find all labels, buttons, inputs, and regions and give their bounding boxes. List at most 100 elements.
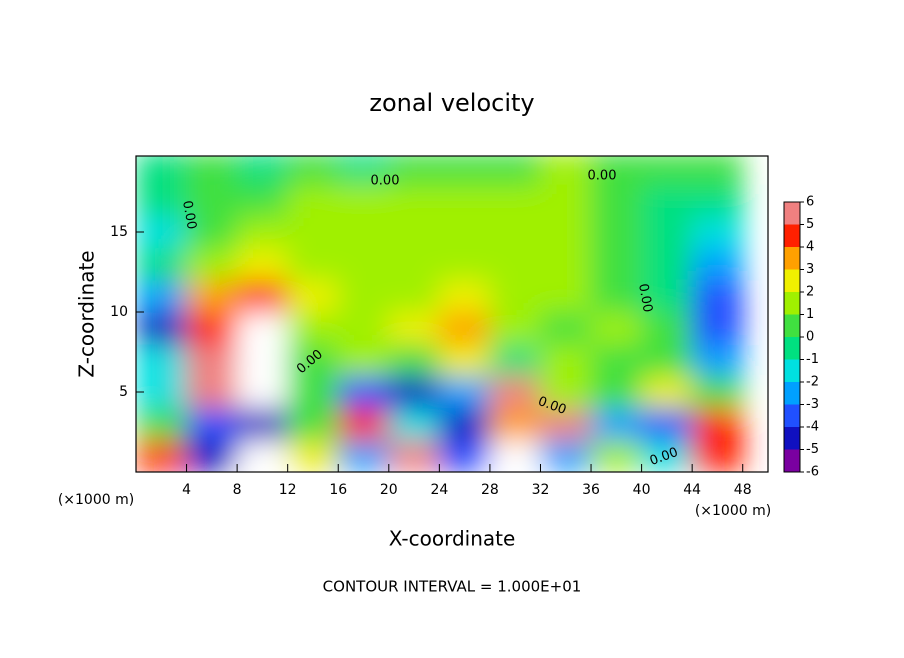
colorbar-swatch (784, 269, 800, 292)
colorbar-swatch (784, 202, 800, 225)
cell (691, 156, 744, 185)
y-tick-label: 10 (110, 304, 128, 320)
colorbar-label: 6 (806, 195, 814, 210)
contour-label: 0.00 (635, 282, 655, 313)
cell (287, 375, 339, 409)
cell (641, 183, 693, 217)
cell (641, 156, 693, 185)
cell (236, 279, 289, 313)
colorbar-label: -2 (806, 375, 819, 390)
cell (236, 183, 289, 217)
cell (691, 439, 744, 472)
cell (539, 279, 592, 313)
contour-label: 0.00 (179, 199, 199, 230)
cell (186, 439, 238, 472)
cell (236, 311, 289, 345)
cell (438, 375, 491, 409)
cell (590, 279, 643, 313)
cell (489, 311, 541, 345)
colorbar-swatch (784, 247, 800, 270)
x-unit-label: (×1000 m) (695, 503, 771, 519)
colorbar-swatch (784, 292, 800, 315)
cell (539, 156, 592, 185)
cell (489, 183, 541, 217)
colorbar-label: -3 (806, 397, 819, 412)
cell (590, 407, 643, 441)
cell (539, 311, 592, 345)
cell (489, 247, 541, 281)
cell (641, 279, 693, 313)
cell (337, 215, 390, 249)
x-tick-label: 4 (182, 482, 191, 498)
cell (236, 375, 289, 409)
cell (136, 311, 188, 345)
cell (337, 439, 390, 472)
cell (438, 156, 491, 185)
cell (489, 343, 541, 377)
cell (236, 439, 289, 472)
cell (136, 247, 188, 281)
cell (641, 439, 693, 472)
cell (489, 156, 541, 185)
cell (641, 311, 693, 345)
colorbar-swatch (784, 224, 800, 247)
cell (236, 215, 289, 249)
cell (236, 343, 289, 377)
cell (691, 311, 744, 345)
cell (590, 183, 643, 217)
cell (388, 311, 440, 345)
cell (337, 343, 390, 377)
cell (438, 247, 491, 281)
cell (539, 343, 592, 377)
cell (136, 439, 188, 472)
cell (388, 439, 440, 472)
y-tick-label: 5 (119, 384, 128, 400)
cell (186, 215, 238, 249)
colorbar-label: 4 (806, 240, 814, 255)
cell (337, 311, 390, 345)
cell (590, 311, 643, 345)
cell (539, 215, 592, 249)
cell (236, 156, 289, 185)
cell (186, 375, 238, 409)
cell (287, 343, 339, 377)
cell (287, 156, 339, 185)
colorbar-label: 2 (806, 285, 814, 300)
cell (489, 279, 541, 313)
cell (641, 215, 693, 249)
cell (590, 375, 643, 409)
colorbar-label: 3 (806, 262, 814, 277)
cell (287, 183, 339, 217)
x-tick-label: 12 (279, 482, 297, 498)
cell (691, 183, 744, 217)
cell (136, 375, 188, 409)
cell (691, 247, 744, 281)
cell (388, 407, 440, 441)
x-tick-label: 36 (582, 482, 600, 498)
cell (186, 407, 238, 441)
cell (136, 279, 188, 313)
colorbar-label: -6 (806, 465, 819, 480)
field (136, 156, 744, 472)
cell (186, 279, 238, 313)
cell (287, 279, 339, 313)
colorbar-label: 1 (806, 307, 814, 322)
colorbar-label: -1 (806, 352, 819, 367)
x-tick-label: 40 (633, 482, 651, 498)
cell (691, 215, 744, 249)
colorbar-swatch (784, 359, 800, 382)
cell (287, 215, 339, 249)
cell (136, 156, 188, 185)
x-tick-label: 32 (532, 482, 550, 498)
cell (438, 407, 491, 441)
colorbar-swatch (784, 337, 800, 360)
colorbar-label: -5 (806, 442, 819, 457)
cell (539, 375, 592, 409)
colorbar-swatch (784, 449, 800, 472)
cell (337, 375, 390, 409)
cell (186, 156, 238, 185)
cell (337, 156, 390, 185)
cell (438, 183, 491, 217)
x-tick-label: 24 (430, 482, 448, 498)
